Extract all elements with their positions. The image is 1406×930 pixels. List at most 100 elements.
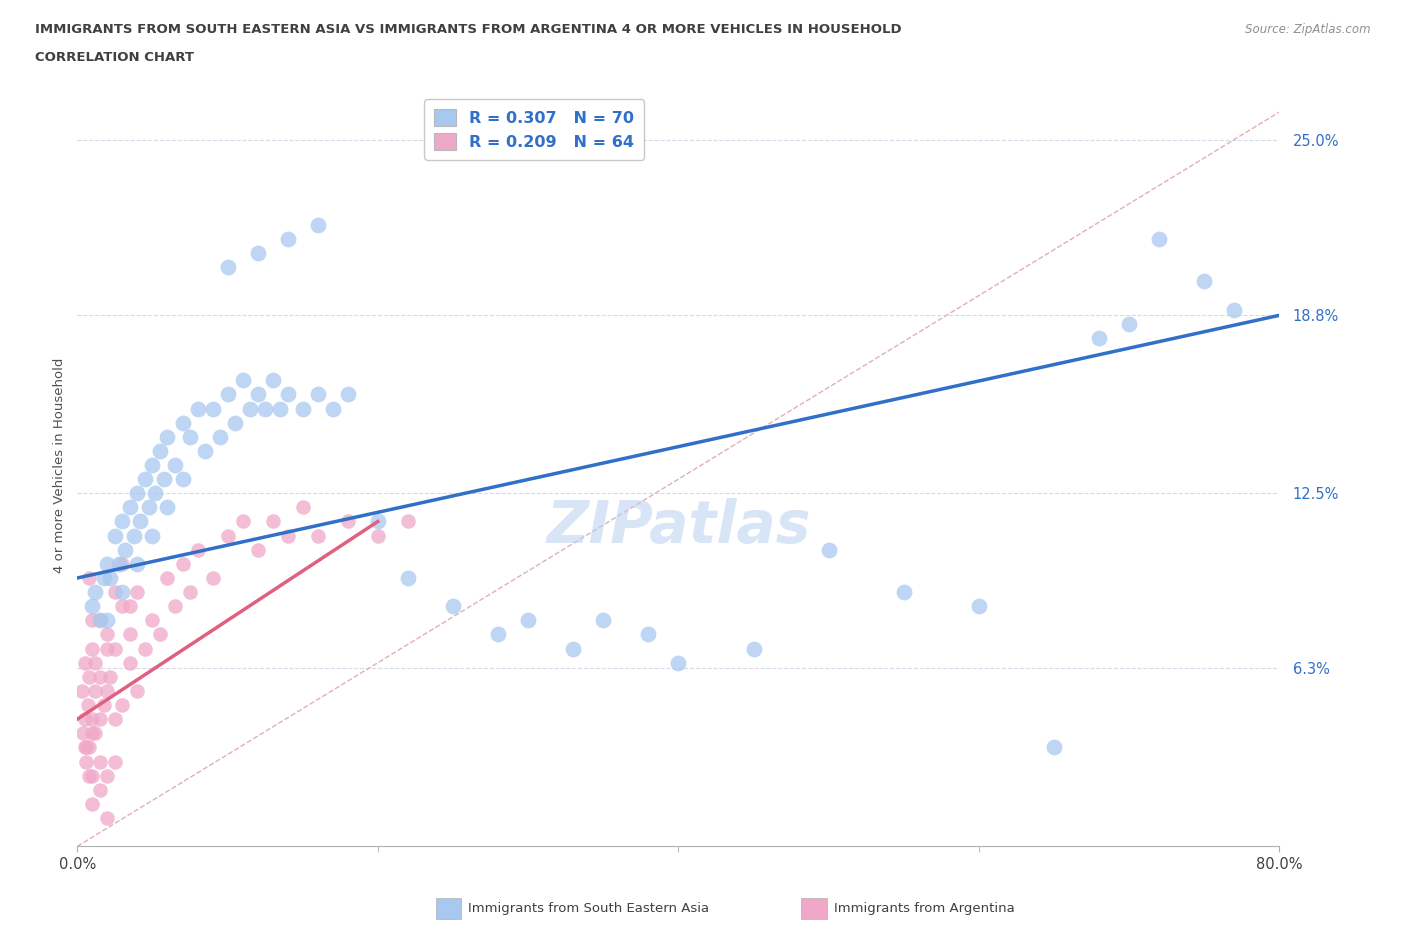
- Point: [129, 514, 152, 529]
- Point: [668, 656, 690, 671]
- Point: [149, 444, 172, 458]
- Point: [1118, 316, 1140, 331]
- Point: [111, 556, 134, 571]
- Y-axis label: 4 or more Vehicles in Household: 4 or more Vehicles in Household: [53, 357, 66, 573]
- Point: [134, 641, 156, 656]
- Point: [224, 415, 246, 430]
- Point: [84, 585, 107, 600]
- Point: [82, 768, 104, 783]
- Point: [441, 599, 464, 614]
- Point: [93, 698, 115, 712]
- Point: [336, 387, 359, 402]
- Point: [141, 528, 163, 543]
- Point: [127, 556, 149, 571]
- Point: [172, 472, 194, 486]
- Point: [322, 401, 344, 416]
- Point: [592, 613, 614, 628]
- Point: [89, 754, 111, 769]
- Point: [1223, 302, 1246, 317]
- Point: [89, 782, 111, 797]
- Point: [156, 430, 179, 445]
- Point: [163, 458, 186, 472]
- Point: [246, 542, 269, 557]
- Point: [104, 711, 127, 726]
- Point: [291, 500, 314, 515]
- Point: [75, 740, 97, 755]
- Point: [277, 232, 299, 246]
- Point: [73, 656, 96, 671]
- Point: [124, 528, 146, 543]
- Point: [186, 401, 209, 416]
- Point: [127, 485, 149, 500]
- Point: [262, 514, 284, 529]
- Point: [149, 627, 172, 642]
- Point: [1149, 232, 1171, 246]
- Point: [104, 641, 127, 656]
- Point: [84, 656, 107, 671]
- Point: [269, 401, 291, 416]
- Point: [111, 514, 134, 529]
- Point: [179, 585, 201, 600]
- Point: [82, 711, 104, 726]
- Point: [70, 684, 93, 698]
- Point: [307, 528, 329, 543]
- Point: [82, 613, 104, 628]
- Point: [262, 373, 284, 388]
- Point: [172, 415, 194, 430]
- Point: [246, 246, 269, 260]
- Point: [75, 754, 97, 769]
- Point: [82, 599, 104, 614]
- Point: [1043, 740, 1066, 755]
- Point: [517, 613, 540, 628]
- Point: [1088, 330, 1111, 345]
- Point: [108, 556, 131, 571]
- Text: Immigrants from South Eastern Asia: Immigrants from South Eastern Asia: [468, 902, 709, 915]
- Point: [291, 401, 314, 416]
- Point: [127, 585, 149, 600]
- Point: [89, 613, 111, 628]
- Point: [201, 401, 224, 416]
- Point: [367, 528, 389, 543]
- Point: [79, 740, 101, 755]
- Point: [742, 641, 765, 656]
- Point: [1194, 274, 1216, 289]
- Point: [179, 430, 201, 445]
- Point: [96, 684, 118, 698]
- Text: ZIPatlas: ZIPatlas: [546, 498, 811, 554]
- Point: [127, 684, 149, 698]
- Point: [104, 585, 127, 600]
- Point: [232, 373, 254, 388]
- Point: [100, 570, 122, 585]
- Point: [96, 811, 118, 826]
- Point: [134, 472, 156, 486]
- Point: [209, 430, 232, 445]
- Point: [118, 500, 141, 515]
- Point: [156, 500, 179, 515]
- Point: [246, 387, 269, 402]
- Point: [96, 613, 118, 628]
- Point: [118, 656, 141, 671]
- Point: [145, 485, 167, 500]
- Point: [104, 754, 127, 769]
- Point: [254, 401, 277, 416]
- Point: [118, 599, 141, 614]
- Point: [82, 796, 104, 811]
- Point: [84, 726, 107, 741]
- Point: [562, 641, 585, 656]
- Point: [277, 528, 299, 543]
- Point: [111, 585, 134, 600]
- Point: [396, 570, 419, 585]
- Point: [367, 514, 389, 529]
- Point: [96, 556, 118, 571]
- Text: IMMIGRANTS FROM SOUTH EASTERN ASIA VS IMMIGRANTS FROM ARGENTINA 4 OR MORE VEHICL: IMMIGRANTS FROM SOUTH EASTERN ASIA VS IM…: [35, 23, 901, 36]
- Text: Immigrants from Argentina: Immigrants from Argentina: [834, 902, 1015, 915]
- Point: [73, 711, 96, 726]
- Point: [277, 387, 299, 402]
- Point: [89, 613, 111, 628]
- Text: CORRELATION CHART: CORRELATION CHART: [35, 51, 194, 64]
- Point: [93, 570, 115, 585]
- Point: [307, 218, 329, 232]
- Point: [141, 613, 163, 628]
- Point: [89, 670, 111, 684]
- Point: [817, 542, 839, 557]
